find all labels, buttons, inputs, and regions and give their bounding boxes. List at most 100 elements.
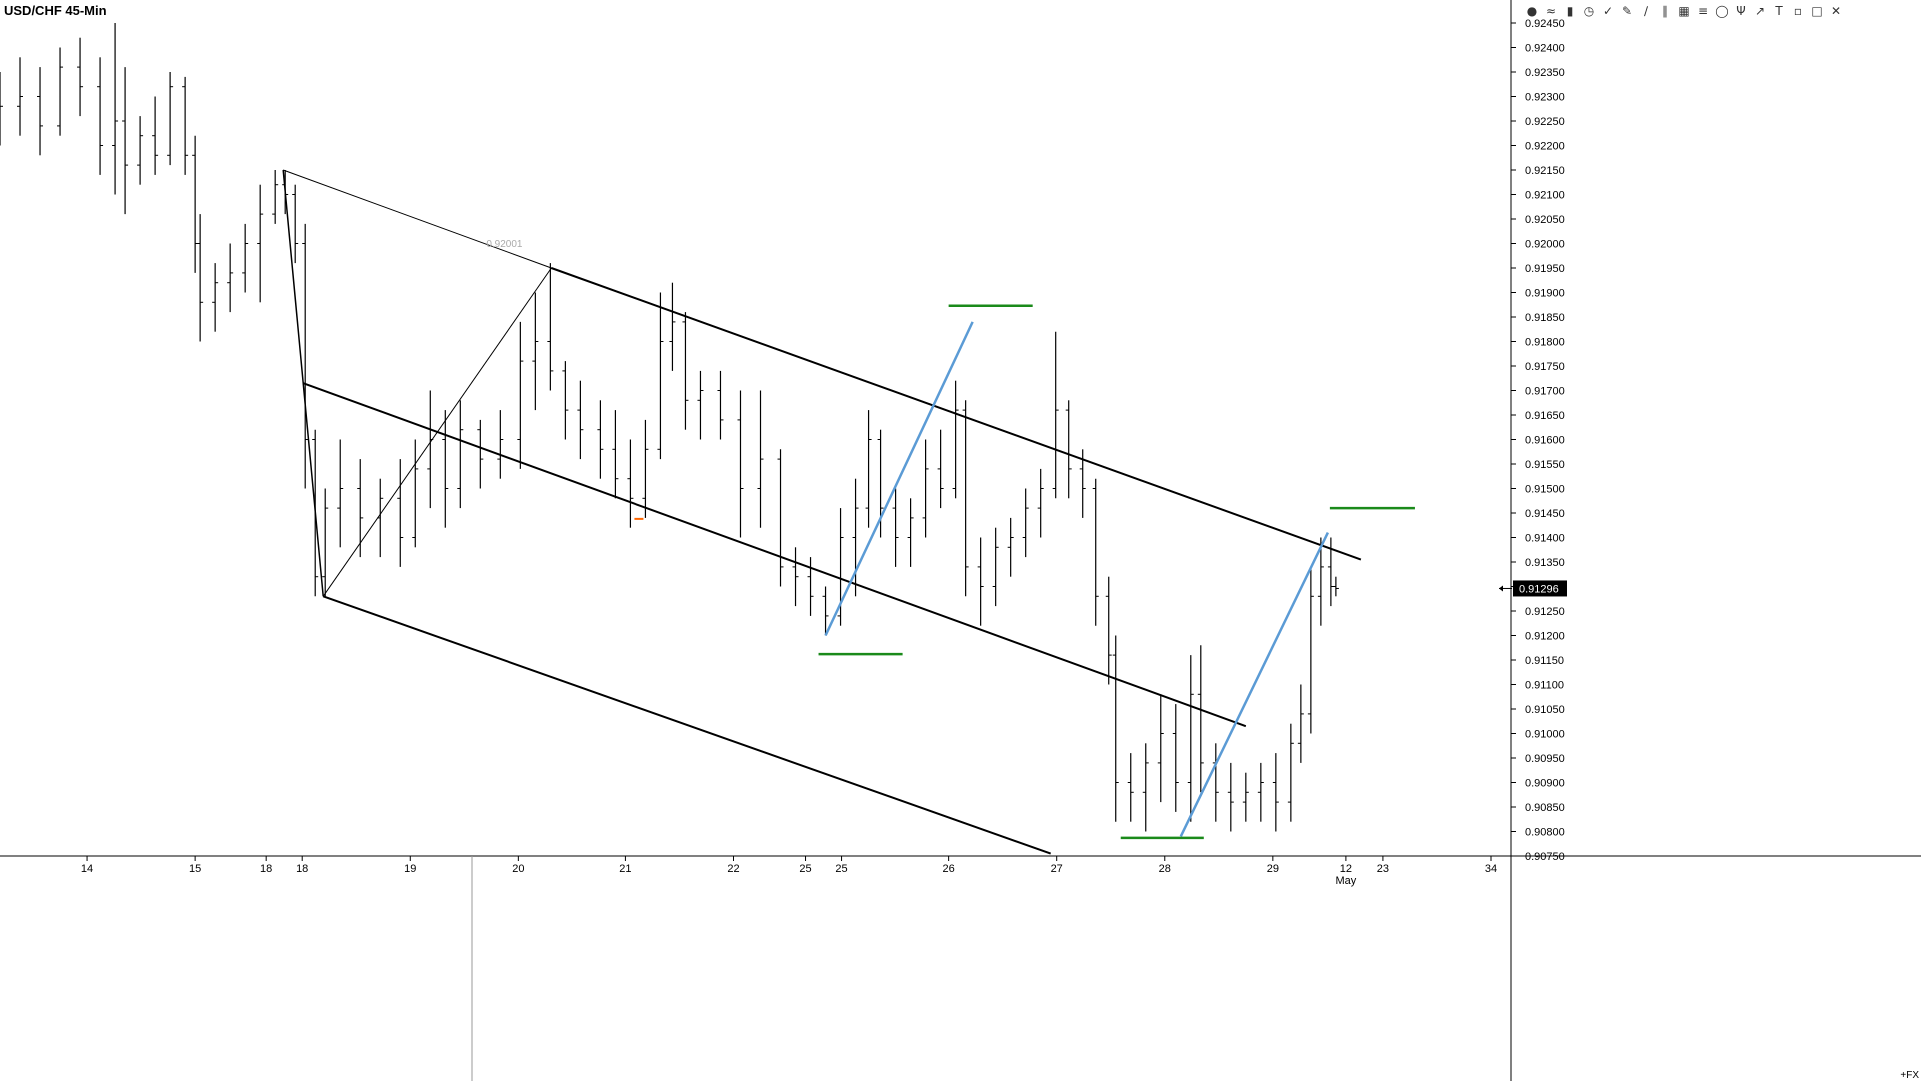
ohlc-bar xyxy=(517,321,524,469)
parallel-lines-icon[interactable]: ∥ xyxy=(1662,4,1668,18)
pitchfork-icon[interactable]: Ψ xyxy=(1736,4,1746,18)
ohlc-bar xyxy=(77,37,84,117)
x-tick-label: 27 xyxy=(1051,863,1063,875)
y-tick-label: 0.90850 xyxy=(1525,802,1565,814)
ohlc-bar xyxy=(182,76,189,175)
y-tick-label: 0.91350 xyxy=(1525,557,1565,569)
y-tick-label: 0.90950 xyxy=(1525,753,1565,765)
x-tick-label: 19 xyxy=(404,863,416,875)
ohlc-bar xyxy=(1142,743,1149,832)
y-tick-label: 0.91500 xyxy=(1525,484,1565,496)
y-tick-label: 0.91550 xyxy=(1525,459,1565,471)
grid-icon[interactable]: ▦ xyxy=(1678,4,1690,18)
y-tick-label: 0.91850 xyxy=(1525,312,1565,324)
arrow-icon[interactable]: ↗ xyxy=(1754,4,1766,18)
check-icon[interactable]: ✓ xyxy=(1602,4,1614,18)
ohlc-bar xyxy=(669,282,676,371)
ohlc-bar xyxy=(682,312,689,430)
ohlc-bar xyxy=(1052,331,1059,499)
ohlc-bar xyxy=(922,439,929,538)
x-tick-label: 34 xyxy=(1485,863,1497,875)
y-tick-label: 0.92050 xyxy=(1525,214,1565,226)
ohlc-bar xyxy=(292,184,299,264)
ohlc-bar xyxy=(1112,635,1119,822)
y-tick-label: 0.91100 xyxy=(1525,680,1564,692)
x-tick-label: 18 xyxy=(296,863,308,875)
text-icon[interactable]: T xyxy=(1775,4,1783,18)
minimize-icon[interactable]: ▫ xyxy=(1793,4,1803,18)
ohlc-bar xyxy=(412,439,419,548)
circle-icon[interactable]: ◯ xyxy=(1715,4,1729,18)
ohlc-bar xyxy=(1105,576,1112,685)
price-bars xyxy=(0,23,1339,832)
annotations: 0.92001 xyxy=(282,169,1415,855)
price-pointer-head xyxy=(1499,585,1503,592)
x-tick-label: 22 xyxy=(727,863,739,875)
clock-icon[interactable]: ◷ xyxy=(1583,4,1595,18)
ohlc-bar xyxy=(907,498,914,567)
chart-title: USD/CHF 45-Min xyxy=(4,3,107,18)
y-tick-label: 0.91200 xyxy=(1525,631,1565,643)
ohlc-bar xyxy=(1212,743,1219,822)
ohlc-bar xyxy=(427,390,434,509)
y-tick-label: 0.91700 xyxy=(1525,386,1565,398)
ohlc-bar xyxy=(167,72,174,166)
ohlc-bar xyxy=(257,184,264,303)
y-tick-label: 0.91450 xyxy=(1525,508,1565,520)
ohlc-bar xyxy=(1092,478,1099,626)
ohlc-bar xyxy=(357,459,364,558)
object-icon[interactable]: ● xyxy=(1526,4,1538,18)
ohlc-bar xyxy=(397,459,404,567)
ohlc-bar xyxy=(612,410,619,499)
close-icon[interactable]: ✕ xyxy=(1830,4,1842,18)
waves-icon[interactable]: ≈ xyxy=(1545,4,1557,18)
trendline-icon[interactable]: ∕ xyxy=(1643,4,1649,18)
x-tick-label: 25 xyxy=(835,863,847,875)
y-tick-label: 0.90750 xyxy=(1525,851,1565,863)
ohlc-bar xyxy=(497,410,504,479)
ohlc-bar xyxy=(642,419,649,518)
price-line-label: 0.92001 xyxy=(486,239,523,250)
ohlc-bar xyxy=(597,400,604,479)
toolbar: ● ≈ ▮ ◷ ✓ ✎ ∕ ∥ ▦ ≡ ◯ Ψ ↗ T ▫ □ ✕ xyxy=(1524,2,1844,22)
ohlc-bar xyxy=(227,243,234,313)
ohlc-bar xyxy=(192,135,199,273)
y-tick-label: 0.91600 xyxy=(1525,435,1565,447)
ohlc-bar xyxy=(212,263,219,332)
pencil-icon[interactable]: ✎ xyxy=(1621,4,1633,18)
ohlc-bar xyxy=(1307,566,1314,734)
maximize-icon[interactable]: □ xyxy=(1811,4,1823,18)
ohlc-bar xyxy=(865,410,872,528)
y-tick-label: 0.91900 xyxy=(1525,288,1565,300)
ohlc-bar xyxy=(477,419,484,489)
y-tick-label: 0.91800 xyxy=(1525,337,1565,349)
ohlc-bar xyxy=(627,439,634,528)
ohlc-bar xyxy=(152,96,159,175)
ohlc-bar xyxy=(442,410,449,528)
y-tick-label: 0.92250 xyxy=(1525,116,1565,128)
ohlc-bar xyxy=(562,361,569,440)
ohlc-bar xyxy=(822,586,829,636)
ohlc-bar xyxy=(1272,753,1279,832)
ohlc-bar xyxy=(1317,537,1324,626)
pitchfork-median-line xyxy=(302,382,1247,728)
x-month-label: May xyxy=(1336,875,1357,887)
y-tick-label: 0.91000 xyxy=(1525,729,1565,741)
ohlc-bar xyxy=(697,370,704,440)
x-tick-label: 15 xyxy=(189,863,201,875)
ohlc-bar xyxy=(717,370,724,440)
ohlc-bar xyxy=(532,292,539,411)
ohlc-bar xyxy=(547,263,554,391)
ohlc-bar xyxy=(962,400,969,597)
ohlc-bar xyxy=(657,292,664,460)
y-tick-label: 0.92400 xyxy=(1525,43,1565,55)
y-tick-label: 0.92100 xyxy=(1525,190,1565,202)
fibonacci-icon[interactable]: ≡ xyxy=(1697,4,1709,18)
ohlc-bar xyxy=(1022,488,1029,558)
candlestick-icon[interactable]: ▮ xyxy=(1566,4,1574,18)
ohlc-bar xyxy=(577,380,584,460)
ohlc-bar xyxy=(1257,762,1264,822)
y-tick-label: 0.91650 xyxy=(1525,410,1565,422)
ohlc-bar xyxy=(807,557,814,616)
y-tick-label: 0.91400 xyxy=(1525,533,1565,545)
